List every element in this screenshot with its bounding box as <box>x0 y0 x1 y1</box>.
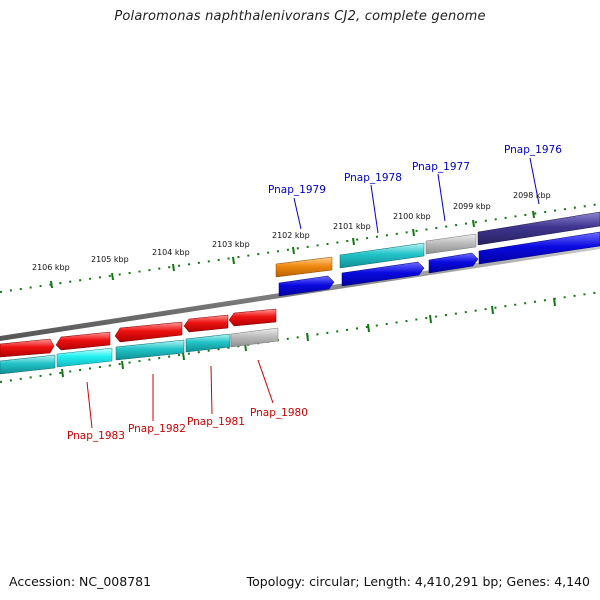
gene-label-pnap-1978[interactable]: Pnap_1978 <box>344 172 402 184</box>
gene-pnap-1979-orange[interactable] <box>275 256 333 278</box>
gene-pnap-1983-cyan[interactable] <box>0 354 56 375</box>
gene-label-pnap-1977[interactable]: Pnap_1977 <box>412 161 470 173</box>
gene-label-pnap-1979[interactable]: Pnap_1979 <box>268 184 326 196</box>
gene-red-arrow-5[interactable] <box>228 308 277 327</box>
gene-label-pnap-1983[interactable]: Pnap_1983 <box>67 430 125 442</box>
gene-label-pnap-1976[interactable]: Pnap_1976 <box>504 144 562 156</box>
genome-title: Polaromonas naphthalenivorans CJ2, compl… <box>114 9 486 24</box>
gene-red-arrow-2[interactable] <box>55 331 111 351</box>
tick-label-2104: 2104 kbp <box>152 248 190 257</box>
accession-text: Accession: NC_008781 <box>9 574 152 589</box>
genome-summary-text: Topology: circular; Length: 4,410,291 bp… <box>246 574 590 589</box>
gene-label-pnap-1980[interactable]: Pnap_1980 <box>250 407 308 419</box>
tick-label-2100: 2100 kbp <box>393 212 431 221</box>
tick-label-2103: 2103 kbp <box>212 240 250 249</box>
tick-label-2102: 2102 kbp <box>272 231 310 240</box>
tick-label-2105: 2105 kbp <box>91 255 129 264</box>
gene-pnap-1977-gray[interactable] <box>425 233 477 255</box>
upper-scale-ruler <box>0 203 600 293</box>
gene-pnap-1982-cyan[interactable] <box>115 339 185 361</box>
gene-blue-arrow-4[interactable] <box>478 231 600 265</box>
gene-label-pnap-1982[interactable]: Pnap_1982 <box>128 423 186 435</box>
gene-label-pnap-1981[interactable]: Pnap_1981 <box>187 416 245 428</box>
gene-blue-arrow-1[interactable] <box>278 275 335 297</box>
tick-label-2101: 2101 kbp <box>333 222 371 231</box>
gene-red-arrow-4[interactable] <box>183 314 229 333</box>
tick-label-2098: 2098 kbp <box>513 191 551 200</box>
gene-pnap-1981-cyan[interactable] <box>185 333 231 353</box>
gene-blue-arrow-3[interactable] <box>428 252 479 274</box>
gene-red-arrow-1[interactable] <box>0 338 55 358</box>
tick-label-2106: 2106 kbp <box>32 263 70 272</box>
gene-pnap-1976-purple[interactable] <box>477 211 600 246</box>
gene-blue-arrow-2[interactable] <box>341 261 425 287</box>
gene-pnap-1983-cyan-bright[interactable] <box>56 347 113 368</box>
upper-scale-major-ticks <box>50 210 535 289</box>
upper-leader-lines <box>293 157 540 234</box>
lower-leader-lines <box>86 359 274 429</box>
tick-label-2099: 2099 kbp <box>453 202 491 211</box>
gene-red-arrow-3[interactable] <box>114 321 183 343</box>
gene-pnap-1978-cyan[interactable] <box>339 242 425 269</box>
lower-scale-ruler <box>0 291 600 383</box>
gene-pnap-1980-gray[interactable] <box>230 327 279 348</box>
